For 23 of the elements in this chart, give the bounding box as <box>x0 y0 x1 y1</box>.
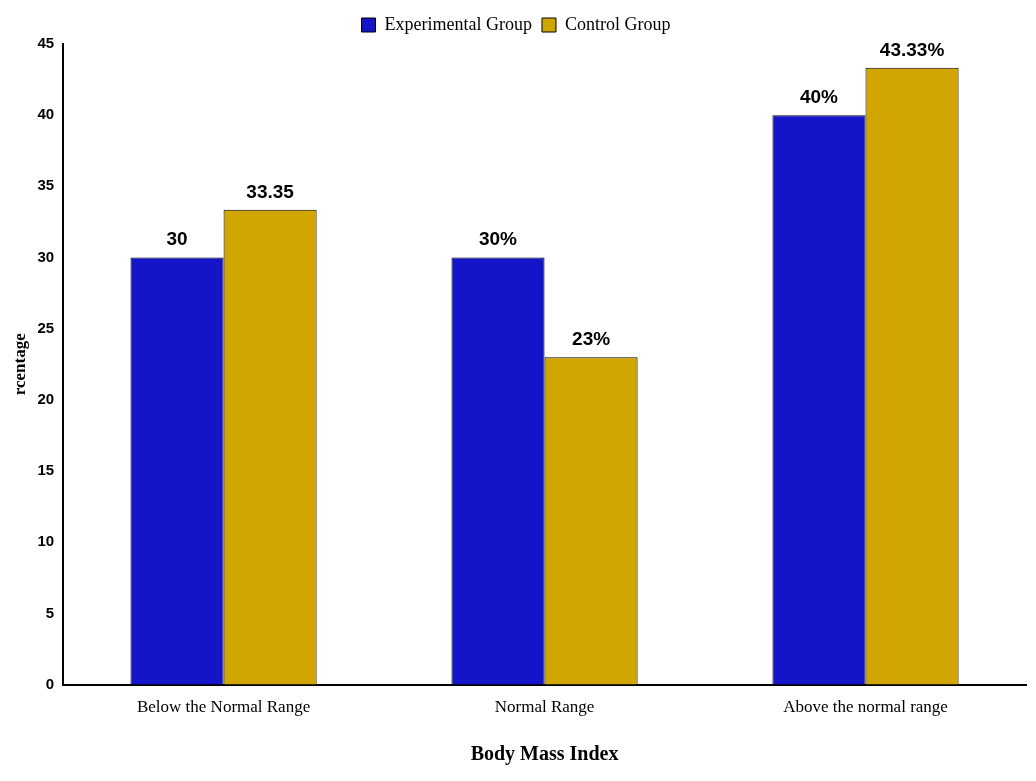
y-tick-label: 40 <box>37 105 55 123</box>
x-tick-label: Normal Range <box>494 697 595 717</box>
data-label: 30 <box>166 228 188 250</box>
data-label: 30% <box>478 228 518 250</box>
y-tick-label: 35 <box>37 176 55 194</box>
y-tick-label: 10 <box>37 532 55 550</box>
y-tick-label: 0 <box>45 674 55 692</box>
y-axis-title: rcentage <box>9 332 29 396</box>
y-tick-label: 25 <box>37 318 55 336</box>
x-tick-label: Above the normal range <box>783 697 948 717</box>
legend-label: Control Group <box>564 13 671 34</box>
y-tick-label: 20 <box>37 390 55 408</box>
x-axis-title: Body Mass Index <box>470 742 619 766</box>
y-tick-label: 45 <box>37 34 55 52</box>
x-tick-label: Below the Normal Range <box>136 697 311 717</box>
y-tick-label: 5 <box>45 603 55 621</box>
y-tick-label: 15 <box>37 461 55 479</box>
data-label: 40% <box>799 85 839 107</box>
data-label: 33.35 <box>246 180 295 202</box>
legend-label: Experimental Group <box>384 13 532 34</box>
data-label: 23% <box>572 327 611 349</box>
y-tick-label: 30 <box>37 247 55 265</box>
data-label: 43.33% <box>879 38 945 60</box>
